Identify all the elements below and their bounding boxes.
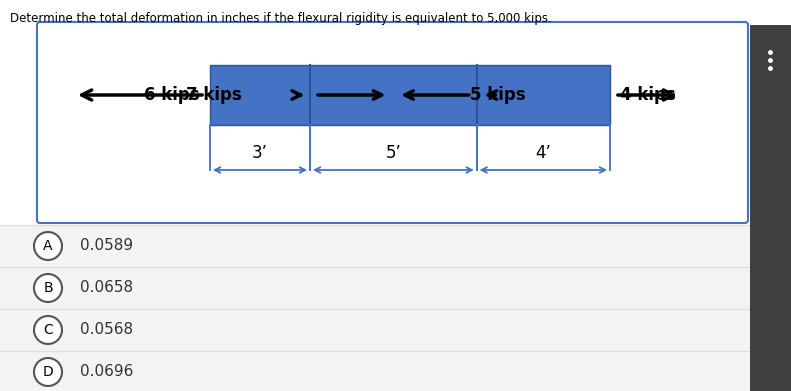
Text: 7 kips: 7 kips [186,86,242,104]
Text: C: C [44,323,53,337]
Circle shape [34,232,62,260]
Circle shape [34,358,62,386]
Text: D: D [43,365,53,379]
Bar [0,267,791,309]
Text: 5’: 5’ [385,144,401,162]
Text: 5 kips: 5 kips [470,86,525,104]
Text: 3’: 3’ [252,144,268,162]
Circle shape [34,316,62,344]
Text: 0.0589: 0.0589 [80,239,133,253]
Bar [0,351,791,391]
Text: B: B [44,281,53,295]
Text: 4 kips: 4 kips [620,86,676,104]
Text: 0.0568: 0.0568 [80,323,133,337]
Text: Determine the total deformation in inches if the flexural rigidity is equivalent: Determine the total deformation in inche… [10,12,552,25]
FancyBboxPatch shape [37,22,748,223]
Text: 0.0658: 0.0658 [80,280,133,296]
Text: 6 kips: 6 kips [145,86,200,104]
Bar [750,25,791,391]
Text: 0.0696: 0.0696 [80,364,134,380]
Bar [0,225,791,267]
Text: 4’: 4’ [536,144,551,162]
Circle shape [34,274,62,302]
Bar [210,65,610,125]
Text: A: A [44,239,53,253]
Bar [0,309,791,351]
